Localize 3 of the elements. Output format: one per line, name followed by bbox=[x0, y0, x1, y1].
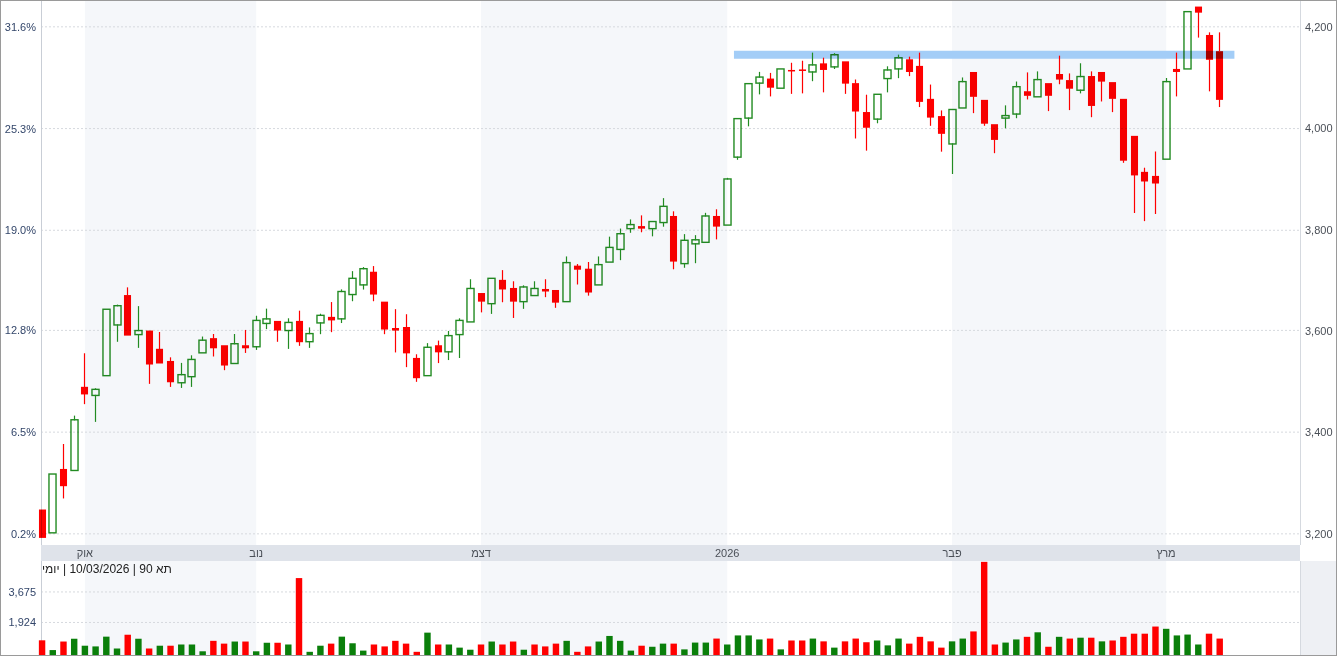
y-tick-label: 1,924 bbox=[8, 616, 36, 629]
annotation: תא 90 | 10/03/2026 | יומי bbox=[42, 562, 172, 576]
y-tick-label: 3,675 bbox=[8, 585, 36, 598]
